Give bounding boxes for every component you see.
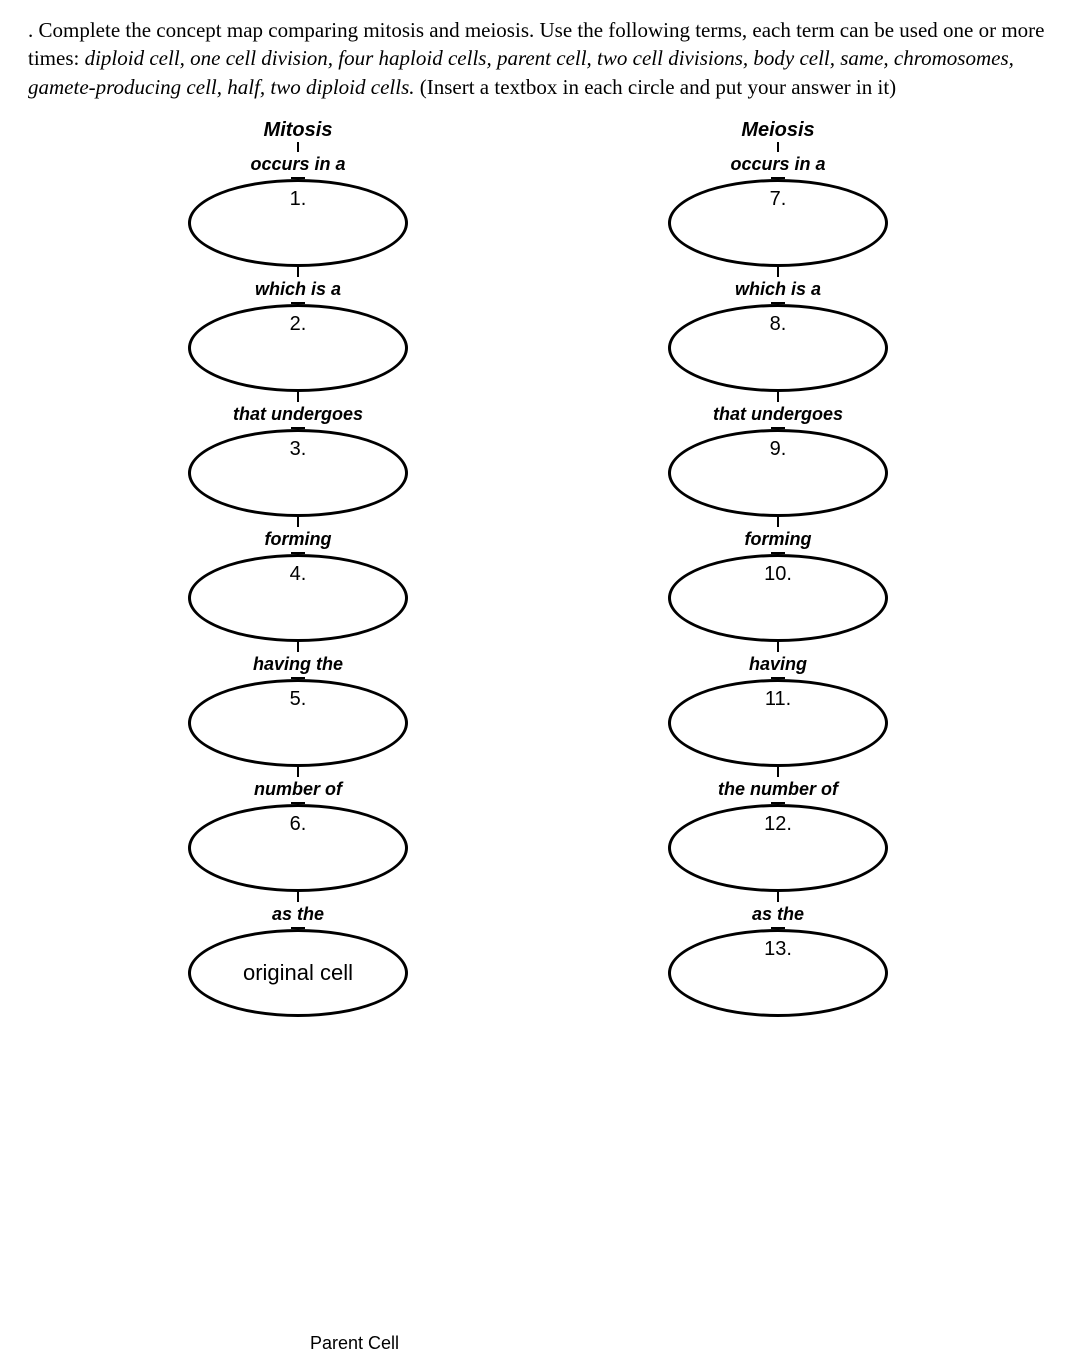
connector-group: occurs in a — [250, 142, 345, 179]
connector-group: which is a — [255, 267, 341, 304]
answer-bubble-12[interactable]: 12. — [668, 804, 888, 892]
connector-line — [777, 392, 779, 402]
meiosis-title: Meiosis — [741, 119, 814, 142]
connector-label: the number of — [718, 779, 838, 800]
answer-bubble-original[interactable]: original cell — [188, 929, 408, 1017]
connector-line — [297, 892, 299, 902]
answer-bubble-10[interactable]: 10. — [668, 554, 888, 642]
answer-bubble-4[interactable]: 4. — [188, 554, 408, 642]
connector-label: occurs in a — [250, 154, 345, 175]
connector-label: as the — [752, 904, 804, 925]
connector-label: as the — [272, 904, 324, 925]
connector-group: which is a — [735, 267, 821, 304]
bubble-number: 1. — [290, 188, 307, 211]
answer-bubble-7[interactable]: 7. — [668, 179, 888, 267]
connector-label: which is a — [255, 279, 341, 300]
connector-line — [777, 642, 779, 652]
connector-line — [777, 142, 779, 152]
bubble-number: 8. — [770, 313, 787, 336]
mitosis-column: Mitosis occurs in a 1. which is a 2. tha… — [148, 119, 448, 1019]
connector-line — [297, 642, 299, 652]
connector-group: as the — [752, 892, 804, 929]
connector-line — [777, 267, 779, 277]
bubble-number: 5. — [290, 688, 307, 711]
bubble-number: 7. — [770, 188, 787, 211]
bubble-number: 9. — [770, 438, 787, 461]
connector-label: that undergoes — [713, 404, 843, 425]
connector-group: forming — [265, 517, 332, 554]
bubble-number: 11. — [765, 688, 791, 711]
connector-group: that undergoes — [713, 392, 843, 429]
bubble-number: 13. — [764, 938, 792, 961]
connector-group: having — [749, 642, 807, 679]
connector-label: forming — [745, 529, 812, 550]
connector-label: having — [749, 654, 807, 675]
bubble-number: 12. — [764, 813, 792, 836]
answer-bubble-13[interactable]: 13. — [668, 929, 888, 1017]
connector-group: as the — [272, 892, 324, 929]
connector-group: forming — [745, 517, 812, 554]
mitosis-title: Mitosis — [264, 119, 333, 142]
connector-label: that undergoes — [233, 404, 363, 425]
instructions-part2: (Insert a textbox in each circle and put… — [415, 75, 897, 99]
connector-label: having the — [253, 654, 343, 675]
bubble-number: 10. — [764, 563, 792, 586]
answer-bubble-11[interactable]: 11. — [668, 679, 888, 767]
meiosis-column: Meiosis occurs in a 7. which is a 8. tha… — [628, 119, 928, 1019]
connector-line — [297, 767, 299, 777]
connector-label: number of — [254, 779, 342, 800]
connector-line — [777, 517, 779, 527]
connector-line — [297, 142, 299, 152]
bubble-number: 4. — [290, 563, 307, 586]
connector-line — [297, 392, 299, 402]
bubble-number: 3. — [290, 438, 307, 461]
answer-bubble-6[interactable]: 6. — [188, 804, 408, 892]
connector-line — [777, 892, 779, 902]
connector-line — [297, 267, 299, 277]
instructions-text: . Complete the concept map comparing mit… — [28, 16, 1052, 101]
answer-bubble-8[interactable]: 8. — [668, 304, 888, 392]
connector-line — [777, 767, 779, 777]
connector-group: having the — [253, 642, 343, 679]
connector-label: forming — [265, 529, 332, 550]
bubble-text: original cell — [243, 960, 353, 986]
connector-line — [297, 517, 299, 527]
connector-group: occurs in a — [730, 142, 825, 179]
answer-bubble-2[interactable]: 2. — [188, 304, 408, 392]
concept-map-columns: Mitosis occurs in a 1. which is a 2. tha… — [28, 119, 1052, 1019]
answer-bubble-5[interactable]: 5. — [188, 679, 408, 767]
answer-bubble-9[interactable]: 9. — [668, 429, 888, 517]
parent-cell-label: Parent Cell — [310, 1333, 399, 1354]
connector-group: number of — [254, 767, 342, 804]
connector-label: which is a — [735, 279, 821, 300]
answer-bubble-1[interactable]: 1. — [188, 179, 408, 267]
connector-label: occurs in a — [730, 154, 825, 175]
bubble-number: 6. — [290, 813, 307, 836]
answer-bubble-3[interactable]: 3. — [188, 429, 408, 517]
bubble-number: 2. — [290, 313, 307, 336]
connector-group: that undergoes — [233, 392, 363, 429]
connector-group: the number of — [718, 767, 838, 804]
